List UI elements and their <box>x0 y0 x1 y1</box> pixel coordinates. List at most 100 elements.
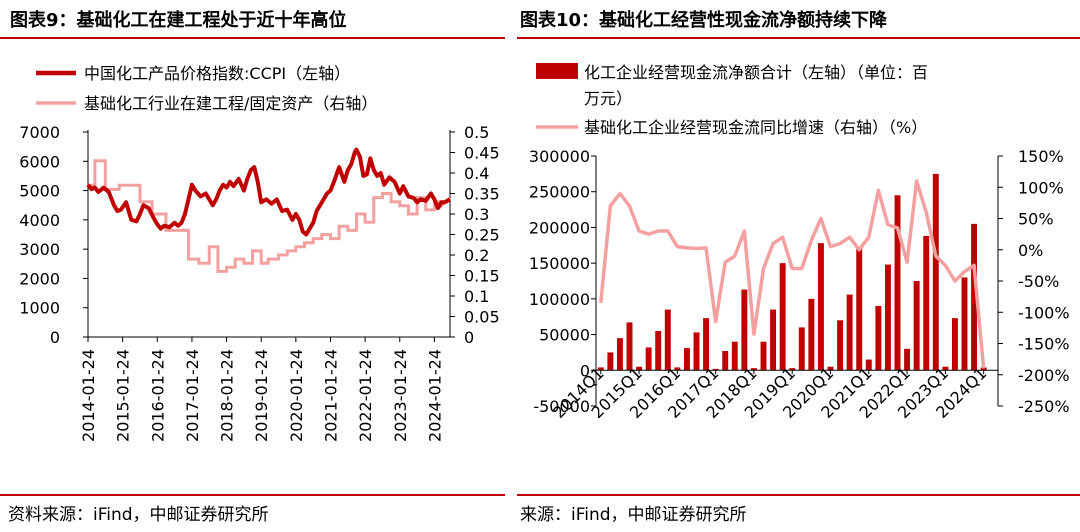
cashflow-bar <box>856 247 863 371</box>
legend-label-2: 基础化工行业在建工程/固定资产（右轴） <box>84 94 377 113</box>
y-right-tick-label: -150% <box>1018 335 1070 354</box>
cashflow-bar <box>712 368 719 371</box>
y-right-tick-label: 0.25 <box>464 226 500 245</box>
growth-rate-line <box>599 179 986 369</box>
legend-swatch-bars <box>536 63 578 79</box>
legend-label-bars: 化工企业经营现金流净额合计（左轴）（单位：百 <box>584 63 928 82</box>
left-source-rule <box>0 494 505 496</box>
y-right-tick-label: 0.2 <box>464 246 489 265</box>
y-left-tick-label: 6000 <box>19 152 60 171</box>
x-tick-label: 2015-01-24 <box>114 349 133 442</box>
x-tick-label: 2021-01-24 <box>321 349 340 442</box>
cashflow-bar <box>636 366 643 371</box>
cashflow-bar <box>913 281 920 371</box>
y-left-tick-label: -50000 <box>533 397 590 416</box>
left-source-note: 资料来源：iFind，中邮证券研究所 <box>8 505 269 525</box>
cashflow-bar <box>770 309 777 371</box>
y-left-tick-label: 3000 <box>19 240 60 259</box>
cashflow-bar <box>904 348 911 371</box>
y-left-tick-label: 1000 <box>19 299 60 318</box>
y-left-tick-label: 2000 <box>19 269 60 288</box>
ccpi-line <box>86 147 451 237</box>
cashflow-bar <box>626 322 633 371</box>
cashflow-bar <box>655 331 662 371</box>
cashflow-bar <box>607 352 614 371</box>
cashflow-bar <box>961 277 968 371</box>
y-right-tick-label: -100% <box>1018 303 1070 322</box>
y-right-tick-label: 0 <box>464 328 474 347</box>
cashflow-chart: 化工企业经营现金流净额合计（左轴）（单位：百万元） 基础化工企业经营现金流同比增速… <box>529 63 1070 422</box>
y-left-tick-label: 250000 <box>529 183 590 202</box>
ccpi-construction-chart: 中国化工产品价格指数:CCPI（左轴） 基础化工行业在建工程/固定资产（右轴） 0 1… <box>19 64 500 442</box>
right-source-rule <box>517 494 1080 496</box>
x-tick-label: 2014-01-24 <box>79 349 98 442</box>
cashflow-bar <box>951 318 958 371</box>
y-right-tick-label: 150% <box>1018 147 1064 166</box>
cashflow-bar <box>760 341 767 371</box>
y-left-tick-label: 300000 <box>529 147 590 166</box>
y-right-tick-label: -50% <box>1018 272 1059 291</box>
cashflow-bar <box>894 195 901 371</box>
x-tick-label: 2022-01-24 <box>356 349 375 442</box>
y-right-tick-label: 0.35 <box>464 185 500 204</box>
left-title-rule <box>0 37 505 39</box>
x-tick-label: 2019-01-24 <box>252 349 271 442</box>
cashflow-bar <box>645 347 652 371</box>
y-left-tick-label: 7000 <box>19 123 60 142</box>
legend-label-line: 基础化工企业经营现金流同比增速（右轴）（%） <box>584 118 927 137</box>
cashflow-bar <box>808 298 815 371</box>
y-left-tick-label: 50000 <box>539 326 590 345</box>
x-tick-label: 2018-01-24 <box>218 349 237 442</box>
y-right-tick-label: -200% <box>1018 366 1070 385</box>
x-tick-label: 2023-01-24 <box>391 349 410 442</box>
y-left-tick-label: 4000 <box>19 211 60 230</box>
cashflow-bar <box>674 367 681 371</box>
cashflow-bar <box>703 318 710 371</box>
cashflow-bar <box>942 366 949 371</box>
cashflow-bar <box>817 243 824 371</box>
y-right-tick-label: 100% <box>1018 178 1064 197</box>
cashflow-bar <box>837 320 844 371</box>
cashflow-bar <box>750 368 757 371</box>
cashflow-bar <box>789 368 796 371</box>
cashflow-bar <box>779 263 786 371</box>
cashflow-bar <box>741 289 748 371</box>
y-left-tick-label: 150000 <box>529 254 590 273</box>
cashflow-bar <box>875 306 882 371</box>
x-tick-label: 2017-01-24 <box>183 349 202 442</box>
construction-ratio-line <box>88 159 452 273</box>
y-right-tick-label: 0.3 <box>464 205 489 224</box>
cashflow-bar <box>846 294 853 371</box>
cashflow-bar <box>722 351 729 371</box>
legend-label-bars: 万元） <box>584 89 632 108</box>
cashflow-bar <box>597 367 604 371</box>
y-right-tick-label: 0.4 <box>464 164 489 183</box>
cashflow-bar <box>616 338 623 371</box>
y-right-tick-label: 0.5 <box>464 123 489 142</box>
y-left-tick-label: 200000 <box>529 218 590 237</box>
y-right-tick-label: 50% <box>1018 210 1054 229</box>
y-left-tick-label: 100000 <box>529 290 590 309</box>
right-source-note: 来源：iFind，中邮证券研究所 <box>520 505 747 525</box>
x-tick-label: 2024-01-24 <box>425 349 444 442</box>
y-right-tick-label: 0.05 <box>464 308 500 327</box>
cashflow-bar <box>884 264 891 371</box>
x-tick-label: 2020-01-24 <box>287 349 306 442</box>
cashflow-bar <box>827 366 834 371</box>
y-left-tick-label: 5000 <box>19 182 60 201</box>
cashflow-bar <box>971 223 978 371</box>
y-right-tick-label: -250% <box>1018 397 1070 416</box>
cashflow-bar <box>932 173 939 371</box>
cashflow-bar <box>798 327 805 371</box>
cashflow-bar <box>731 341 738 371</box>
x-tick-label: 2016-01-24 <box>148 349 167 442</box>
y-right-tick-label: 0% <box>1018 241 1043 260</box>
y-right-tick-label: 0.45 <box>464 144 500 163</box>
right-title-rule <box>517 37 1080 39</box>
left-panel-title: 图表9：基础化工在建工程处于近十年高位 <box>10 10 347 31</box>
cashflow-bar <box>693 332 700 371</box>
cashflow-bar <box>865 359 872 371</box>
legend-label-1: 中国化工产品价格指数:CCPI（左轴） <box>84 64 350 83</box>
cashflow-bar <box>923 236 930 371</box>
cashflow-bar <box>683 348 690 371</box>
